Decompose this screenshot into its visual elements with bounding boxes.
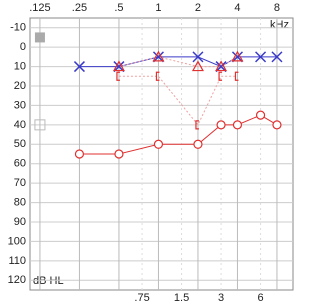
y-tick-label: 20 [14, 80, 26, 92]
y-tick-label: 50 [14, 138, 26, 150]
x-tick-label: .5 [114, 2, 123, 14]
y-tick-label: 40 [14, 119, 26, 131]
bracket-marker [218, 71, 223, 81]
y-tick-label: 90 [14, 216, 26, 228]
cross-marker [73, 61, 85, 73]
circle-marker [114, 149, 124, 159]
y-unit-label: dB HL [33, 275, 64, 287]
y-tick-label: 100 [8, 235, 26, 247]
cross-marker [152, 51, 164, 63]
circle-marker [216, 120, 226, 130]
x-tick-label: 1 [155, 2, 161, 14]
triangle-marker [191, 60, 204, 72]
cross-marker [113, 61, 125, 73]
x-minor-tick-label: 6 [258, 292, 264, 304]
grid [30, 18, 293, 290]
x-minor-tick-label: 1.5 [174, 292, 189, 304]
cross-marker [271, 51, 283, 63]
bracket-marker [155, 71, 160, 81]
y-tick-label: 120 [8, 274, 26, 286]
y-tick-label: 70 [14, 177, 26, 189]
y-tick-label: -10 [10, 22, 26, 34]
circle-marker [272, 120, 282, 130]
square-marker [34, 32, 45, 43]
x-tick-label: .125 [29, 2, 50, 14]
plot-frame [29, 17, 294, 291]
cross-marker [192, 51, 204, 63]
x-tick-label: .25 [72, 2, 87, 14]
triangle-marker [215, 60, 228, 72]
triangle-marker [112, 60, 125, 72]
triangle-marker [152, 50, 165, 62]
series-line [118, 56, 238, 68]
x-unit-label: kHz [270, 19, 289, 31]
bracket-marker [195, 120, 199, 130]
circle-marker [153, 139, 164, 149]
y-tick-label: 60 [14, 158, 26, 170]
y-tick-label: 10 [14, 60, 26, 72]
bracket-marker [116, 71, 120, 81]
y-tick-label: 80 [14, 196, 26, 208]
x-tick-label: 4 [234, 2, 240, 14]
triangle-marker [231, 50, 244, 62]
x-tick-label: 2 [195, 2, 201, 14]
audiogram: kHz dB HL -10010203040506070809010011012… [8, 2, 294, 304]
circle-marker [232, 120, 243, 130]
square-marker [34, 119, 46, 131]
y-tick-label: 30 [14, 99, 26, 111]
cross-marker [215, 61, 227, 73]
x-minor-tick-label: 3 [218, 292, 224, 304]
cross-marker [255, 51, 267, 63]
circle-marker [74, 149, 85, 159]
series-line [79, 56, 277, 68]
x-minor-tick-label: .75 [134, 292, 149, 304]
x-tick-label: 8 [274, 2, 280, 14]
series-line [118, 75, 238, 126]
circle-marker [255, 110, 266, 120]
y-tick-label: 0 [20, 41, 26, 53]
y-tick-label: 110 [8, 255, 26, 267]
cross-marker [231, 51, 243, 63]
bracket-marker [234, 71, 239, 81]
circle-marker [193, 139, 203, 149]
